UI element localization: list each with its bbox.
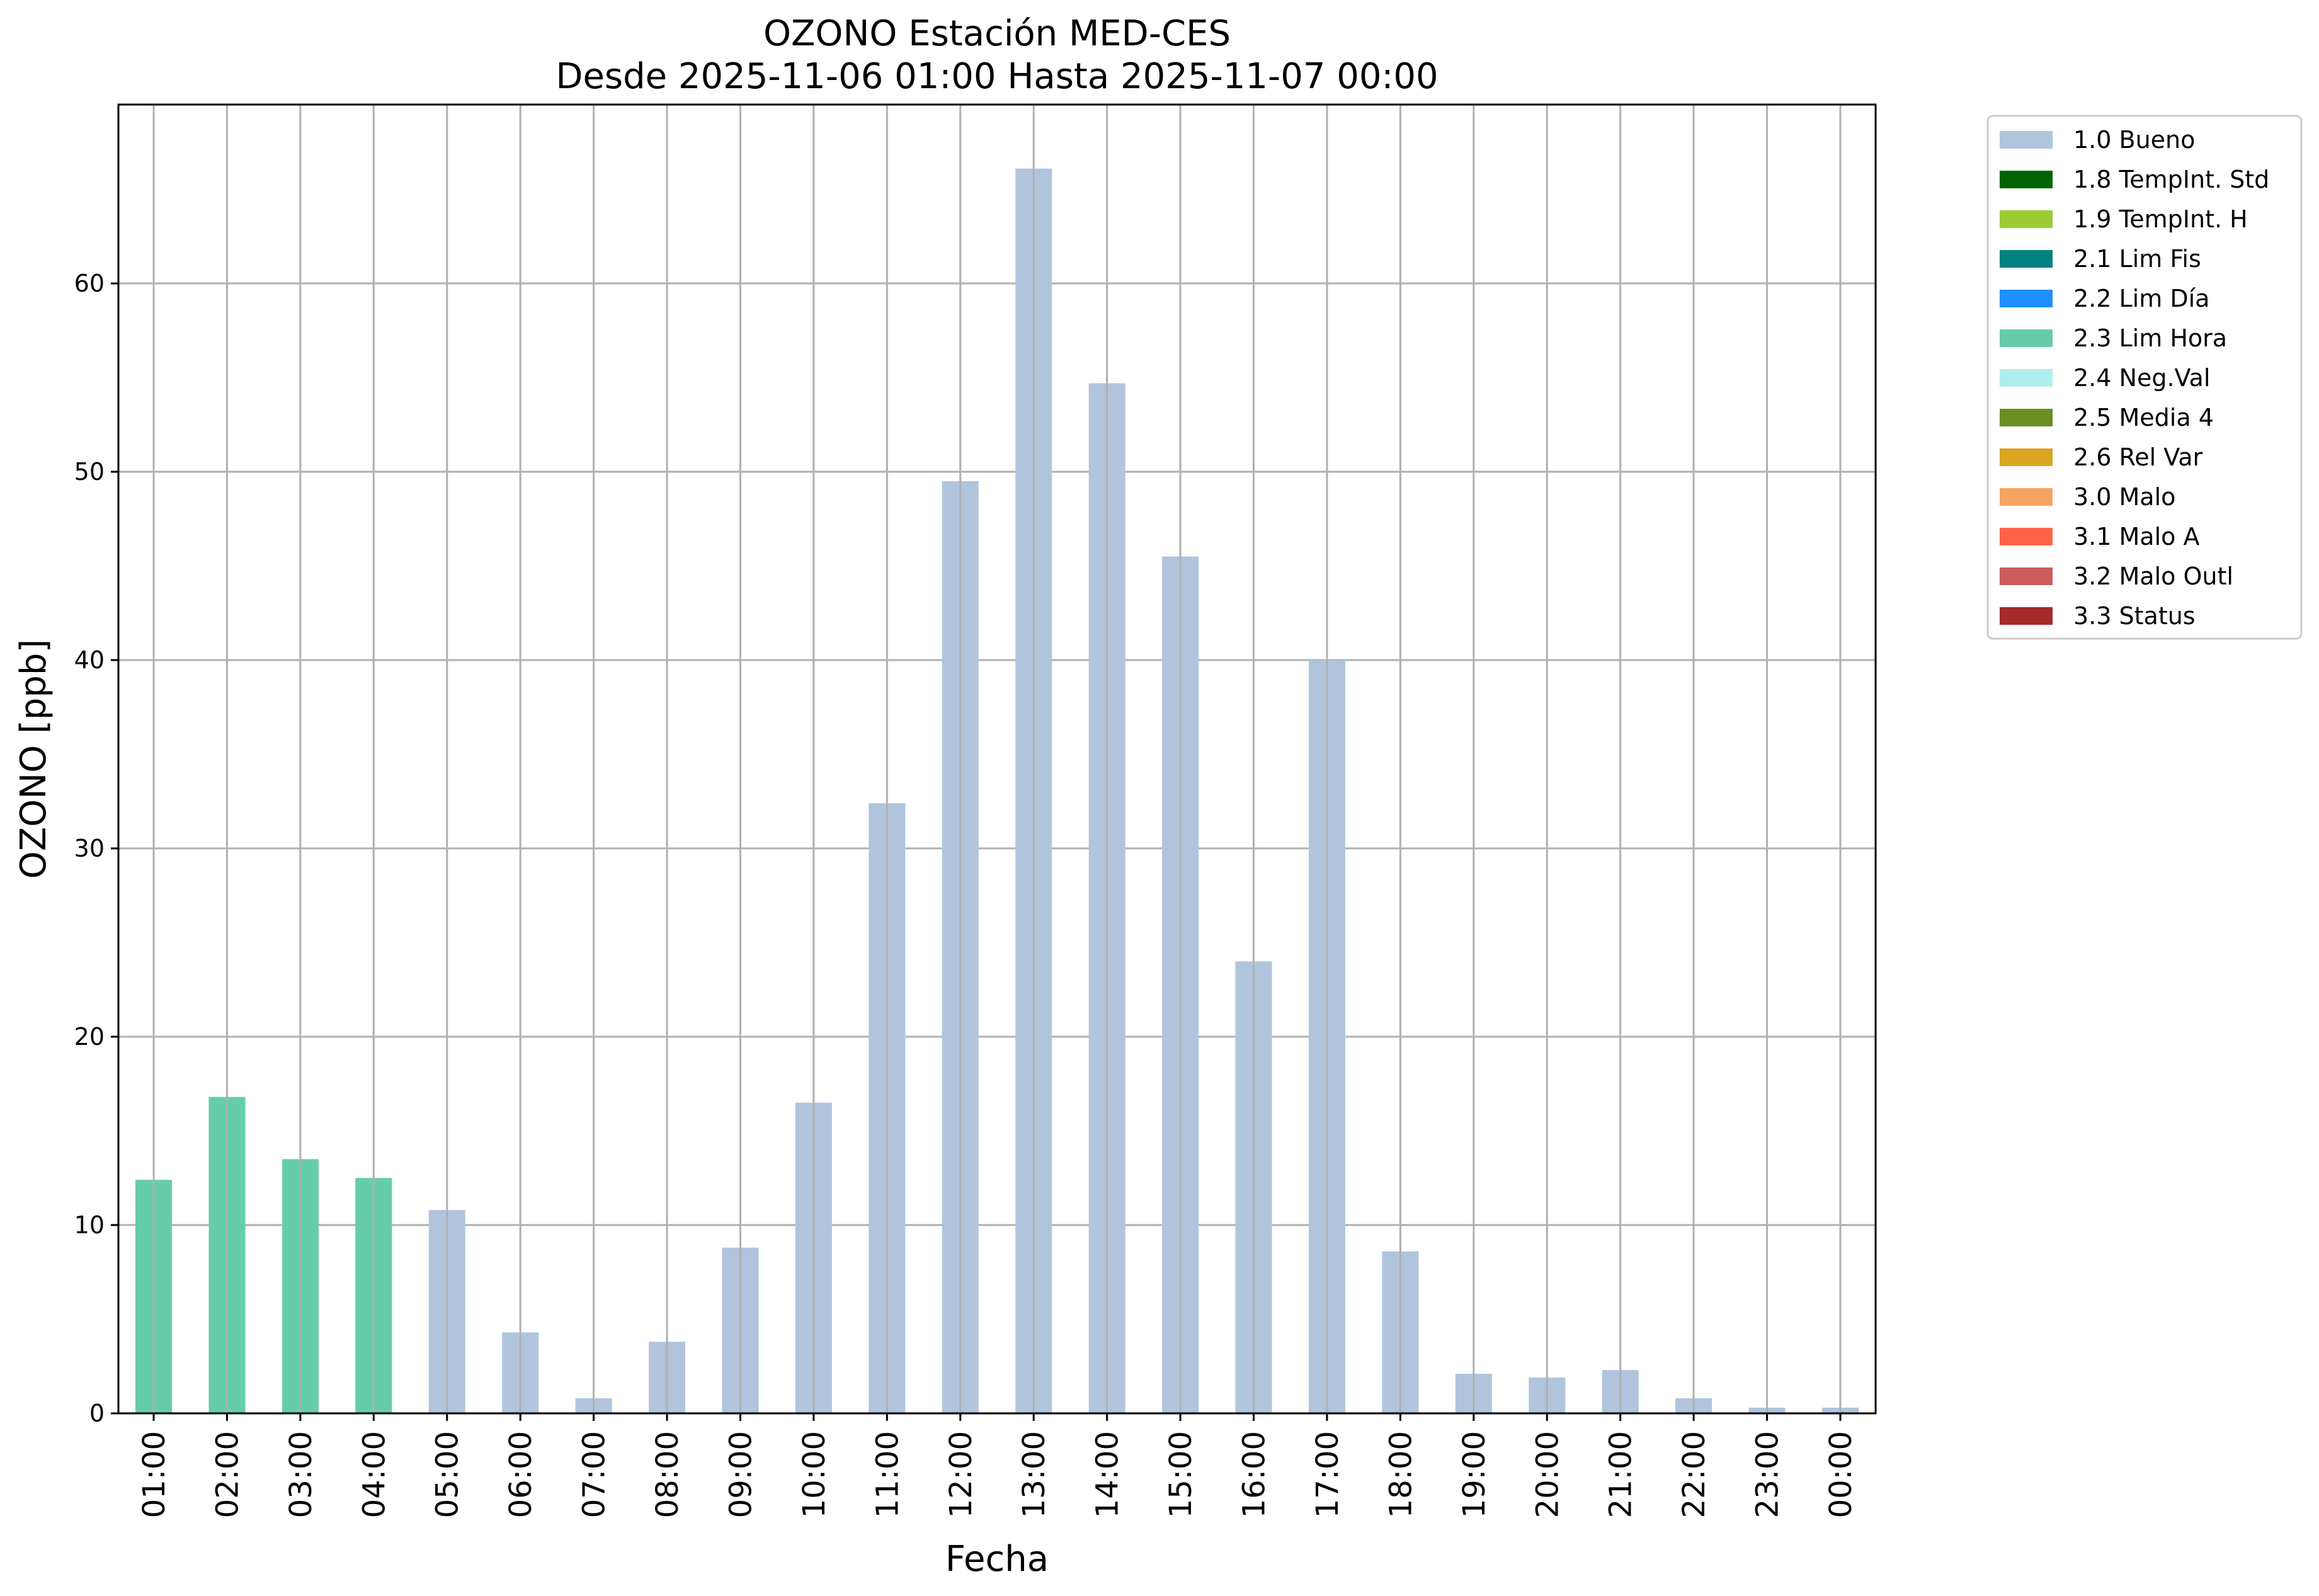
legend-label: 3.0 Malo [2073,483,2175,511]
x-tick-label: 13:00 [1017,1431,1052,1518]
legend-swatch [2000,567,2053,585]
x-tick-label: 14:00 [1090,1431,1125,1518]
x-tick-label: 23:00 [1750,1431,1786,1518]
x-tick-label: 05:00 [430,1431,465,1518]
legend-label: 1.8 TempInt. Std [2073,166,2269,193]
legend-swatch [2000,250,2053,268]
legend-label: 1.9 TempInt. H [2073,205,2248,233]
x-tick-label: 07:00 [577,1431,612,1518]
x-tick-label: 03:00 [283,1431,319,1518]
legend-items: 1.0 Bueno 1.8 TempInt. Std 1.9 TempInt. H 2… [2000,126,2269,630]
bars [135,105,1859,1414]
grid-lines [118,282,1876,1226]
y-tick-label: 50 [74,458,105,486]
y-axis-label: OZONO [ppb] [13,639,54,879]
x-tick-label: 21:00 [1604,1431,1639,1518]
legend-label: 3.3 Status [2073,602,2196,630]
y-tick-label: 40 [74,646,105,674]
y-tick-label: 60 [74,270,105,297]
x-tick-label: 01:00 [137,1431,172,1518]
x-tick-label: 08:00 [650,1431,685,1518]
legend-frame [1986,115,2303,640]
plot-frame [117,103,1877,1415]
legend-swatch [2000,409,2053,426]
legend-swatch [2000,131,2053,149]
legend-swatch [2000,448,2053,466]
x-tick-label: 20:00 [1530,1431,1565,1518]
x-axis-ticks: 01:00 02:00 03:00 04:00 05:00 06:00 07:00 08:00… [137,1413,1859,1518]
legend-swatch [2000,528,2053,545]
x-axis-label: Fecha [945,1539,1049,1580]
legend-label: 3.1 Malo A [2073,523,2199,550]
chart-title: OZONO Estación MED-CES [763,13,1231,54]
x-tick-label: 17:00 [1310,1431,1345,1518]
legend-swatch [2000,210,2053,228]
y-tick-label: 30 [74,835,105,862]
x-tick-label: 06:00 [503,1431,538,1518]
y-tick-label: 0 [89,1399,105,1427]
x-tick-label: 10:00 [797,1431,832,1518]
legend-swatch [2000,488,2053,506]
x-tick-label: 22:00 [1677,1431,1712,1518]
legend-label: 1.0 Bueno [2073,126,2195,154]
y-tick-label: 20 [74,1023,105,1051]
x-tick-label: 09:00 [723,1431,758,1518]
y-tick-label: 10 [74,1211,105,1239]
legend-label: 2.2 Lim Día [2073,285,2209,312]
legend-label: 3.2 Malo Outl [2073,562,2233,590]
legend-swatch [2000,329,2053,347]
legend-label: 2.6 Rel Var [2073,443,2203,471]
legend-label: 2.1 Lim Fis [2073,245,2201,273]
legend-swatch [2000,369,2053,387]
legend: 1.0 Bueno 1.8 TempInt. Std 1.9 TempInt. H 2… [1986,115,2303,640]
legend-swatch [2000,607,2053,625]
legend-label: 2.5 Media 4 [2073,404,2214,431]
x-tick-label: 16:00 [1237,1431,1272,1518]
legend-label: 2.3 Lim Hora [2073,324,2227,352]
x-tick-label: 00:00 [1823,1431,1859,1518]
x-tick-label: 11:00 [870,1431,905,1518]
chart-subtitle: Desde 2025-11-06 01:00 Hasta 2025-11-07 … [556,56,1438,97]
legend-label: 2.4 Neg.Val [2073,364,2210,392]
x-tick-label: 12:00 [943,1431,979,1518]
x-tick-label: 18:00 [1383,1431,1418,1518]
x-tick-label: 04:00 [356,1431,392,1518]
legend-swatch [2000,171,2053,188]
x-tick-label: 19:00 [1457,1431,1492,1518]
x-tick-label: 15:00 [1163,1431,1199,1518]
y-axis-ticks: 0 10 20 30 40 50 60 [74,270,118,1427]
legend-swatch [2000,290,2053,307]
x-tick-label: 02:00 [210,1431,245,1518]
